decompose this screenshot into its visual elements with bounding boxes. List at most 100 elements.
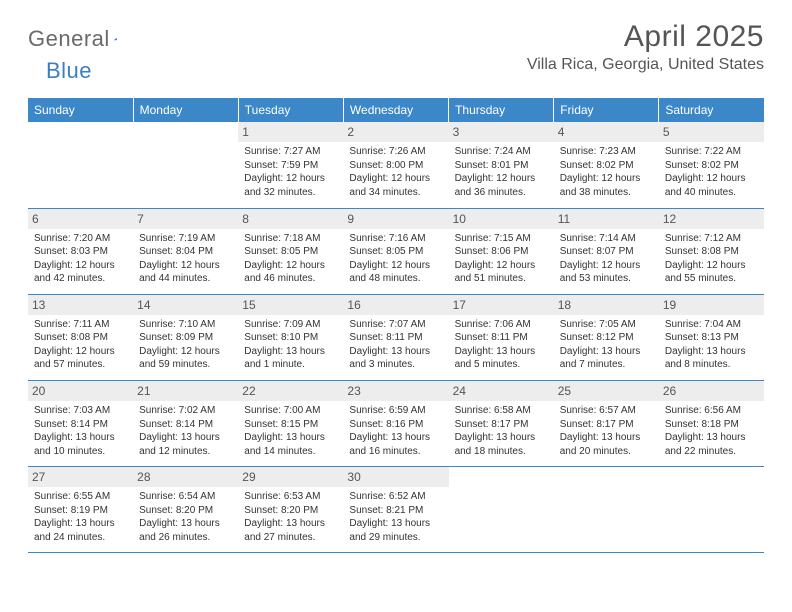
weekday-header: Saturday (659, 98, 764, 122)
day-cell: 19Sunrise: 7:04 AMSunset: 8:13 PMDayligh… (659, 294, 764, 380)
sunrise-line: Sunrise: 7:09 AM (244, 318, 337, 332)
sunset-line: Sunset: 8:14 PM (34, 418, 127, 432)
daylight-line: Daylight: 12 hours and 51 minutes. (455, 259, 548, 286)
sunset-line: Sunset: 8:18 PM (665, 418, 758, 432)
sunset-line: Sunset: 8:17 PM (560, 418, 653, 432)
week-row: 6Sunrise: 7:20 AMSunset: 8:03 PMDaylight… (28, 208, 764, 294)
weekday-header-row: SundayMondayTuesdayWednesdayThursdayFrid… (28, 98, 764, 122)
week-row: 13Sunrise: 7:11 AMSunset: 8:08 PMDayligh… (28, 294, 764, 380)
weekday-header: Tuesday (238, 98, 343, 122)
day-number: 18 (554, 295, 659, 315)
logo-text-blue: Blue (46, 58, 92, 83)
sunset-line: Sunset: 8:04 PM (139, 245, 232, 259)
daylight-line: Daylight: 13 hours and 1 minute. (244, 345, 337, 372)
daylight-line: Daylight: 13 hours and 29 minutes. (349, 517, 442, 544)
day-cell: 2Sunrise: 7:26 AMSunset: 8:00 PMDaylight… (343, 122, 448, 208)
sunset-line: Sunset: 8:14 PM (139, 418, 232, 432)
sunset-line: Sunset: 8:12 PM (560, 331, 653, 345)
day-cell: 3Sunrise: 7:24 AMSunset: 8:01 PMDaylight… (449, 122, 554, 208)
daylight-line: Daylight: 13 hours and 3 minutes. (349, 345, 442, 372)
daylight-line: Daylight: 12 hours and 38 minutes. (560, 172, 653, 199)
title-block: April 2025 Villa Rica, Georgia, United S… (527, 20, 764, 74)
sunset-line: Sunset: 8:07 PM (560, 245, 653, 259)
sunrise-line: Sunrise: 7:10 AM (139, 318, 232, 332)
sunrise-line: Sunrise: 7:05 AM (560, 318, 653, 332)
day-number: 17 (449, 295, 554, 315)
sunset-line: Sunset: 8:15 PM (244, 418, 337, 432)
day-number: 21 (133, 381, 238, 401)
sunset-line: Sunset: 8:02 PM (665, 159, 758, 173)
day-number: 10 (449, 209, 554, 229)
day-number: 2 (343, 122, 448, 142)
daylight-line: Daylight: 12 hours and 36 minutes. (455, 172, 548, 199)
sunrise-line: Sunrise: 6:58 AM (455, 404, 548, 418)
daylight-line: Daylight: 13 hours and 26 minutes. (139, 517, 232, 544)
sunrise-line: Sunrise: 6:53 AM (244, 490, 337, 504)
sunrise-line: Sunrise: 7:20 AM (34, 232, 127, 246)
daylight-line: Daylight: 12 hours and 53 minutes. (560, 259, 653, 286)
day-cell: 16Sunrise: 7:07 AMSunset: 8:11 PMDayligh… (343, 294, 448, 380)
day-number: 14 (133, 295, 238, 315)
day-cell: 9Sunrise: 7:16 AMSunset: 8:05 PMDaylight… (343, 208, 448, 294)
sunrise-line: Sunrise: 7:06 AM (455, 318, 548, 332)
daylight-line: Daylight: 13 hours and 22 minutes. (665, 431, 758, 458)
sunrise-line: Sunrise: 7:14 AM (560, 232, 653, 246)
sunrise-line: Sunrise: 6:55 AM (34, 490, 127, 504)
sunset-line: Sunset: 8:17 PM (455, 418, 548, 432)
sunrise-line: Sunrise: 7:22 AM (665, 145, 758, 159)
day-number: 6 (28, 209, 133, 229)
day-cell: 24Sunrise: 6:58 AMSunset: 8:17 PMDayligh… (449, 380, 554, 466)
day-number: 28 (133, 467, 238, 487)
day-number: 15 (238, 295, 343, 315)
daylight-line: Daylight: 13 hours and 24 minutes. (34, 517, 127, 544)
day-cell: 29 Sunrise: 6:53 AMSunset: 8:20 PMDayligh… (238, 467, 343, 553)
day-number: 22 (238, 381, 343, 401)
weekday-header: Friday (554, 98, 659, 122)
day-cell (28, 122, 133, 208)
day-number: 27 (28, 467, 133, 487)
week-row: 27Sunrise: 6:55 AMSunset: 8:19 PMDayligh… (28, 467, 764, 553)
weekday-header: Monday (133, 98, 238, 122)
sunset-line: Sunset: 8:11 PM (455, 331, 548, 345)
day-cell: 25Sunrise: 6:57 AMSunset: 8:17 PMDayligh… (554, 380, 659, 466)
sunrise-line: Sunrise: 7:15 AM (455, 232, 548, 246)
daylight-line: Daylight: 13 hours and 8 minutes. (665, 345, 758, 372)
day-cell: 30 Sunrise: 6:52 AMSunset: 8:21 PMDayligh… (343, 467, 448, 553)
day-number: 26 (659, 381, 764, 401)
day-number: 7 (133, 209, 238, 229)
day-cell: 7 Sunrise: 7:19 AMSunset: 8:04 PMDaylight… (133, 208, 238, 294)
daylight-line: Daylight: 12 hours and 32 minutes. (244, 172, 337, 199)
day-cell: 12Sunrise: 7:12 AMSunset: 8:08 PMDayligh… (659, 208, 764, 294)
sunset-line: Sunset: 8:05 PM (349, 245, 442, 259)
sunset-line: Sunset: 8:20 PM (244, 504, 337, 518)
daylight-line: Daylight: 12 hours and 48 minutes. (349, 259, 442, 286)
daylight-line: Daylight: 12 hours and 44 minutes. (139, 259, 232, 286)
day-number: 30 (343, 467, 448, 487)
day-cell: 26Sunrise: 6:56 AMSunset: 8:18 PMDayligh… (659, 380, 764, 466)
sunrise-line: Sunrise: 7:12 AM (665, 232, 758, 246)
sunrise-line: Sunrise: 6:52 AM (349, 490, 442, 504)
daylight-line: Daylight: 13 hours and 27 minutes. (244, 517, 337, 544)
day-number: 13 (28, 295, 133, 315)
daylight-line: Daylight: 13 hours and 5 minutes. (455, 345, 548, 372)
sunrise-line: Sunrise: 7:11 AM (34, 318, 127, 332)
day-cell: 15Sunrise: 7:09 AMSunset: 8:10 PMDayligh… (238, 294, 343, 380)
day-number: 9 (343, 209, 448, 229)
daylight-line: Daylight: 12 hours and 34 minutes. (349, 172, 442, 199)
daylight-line: Daylight: 13 hours and 18 minutes. (455, 431, 548, 458)
day-number: 29 (238, 467, 343, 487)
sunset-line: Sunset: 8:11 PM (349, 331, 442, 345)
sunset-line: Sunset: 8:21 PM (349, 504, 442, 518)
weekday-header: Thursday (449, 98, 554, 122)
day-number: 11 (554, 209, 659, 229)
day-cell: 14Sunrise: 7:10 AMSunset: 8:09 PMDayligh… (133, 294, 238, 380)
day-cell: 20Sunrise: 7:03 AMSunset: 8:14 PMDayligh… (28, 380, 133, 466)
sunset-line: Sunset: 8:13 PM (665, 331, 758, 345)
daylight-line: Daylight: 13 hours and 14 minutes. (244, 431, 337, 458)
sunrise-line: Sunrise: 7:24 AM (455, 145, 548, 159)
day-cell: 23Sunrise: 6:59 AMSunset: 8:16 PMDayligh… (343, 380, 448, 466)
sunrise-line: Sunrise: 7:19 AM (139, 232, 232, 246)
daylight-line: Daylight: 12 hours and 40 minutes. (665, 172, 758, 199)
day-cell: 8Sunrise: 7:18 AMSunset: 8:05 PMDaylight… (238, 208, 343, 294)
sunrise-line: Sunrise: 7:23 AM (560, 145, 653, 159)
